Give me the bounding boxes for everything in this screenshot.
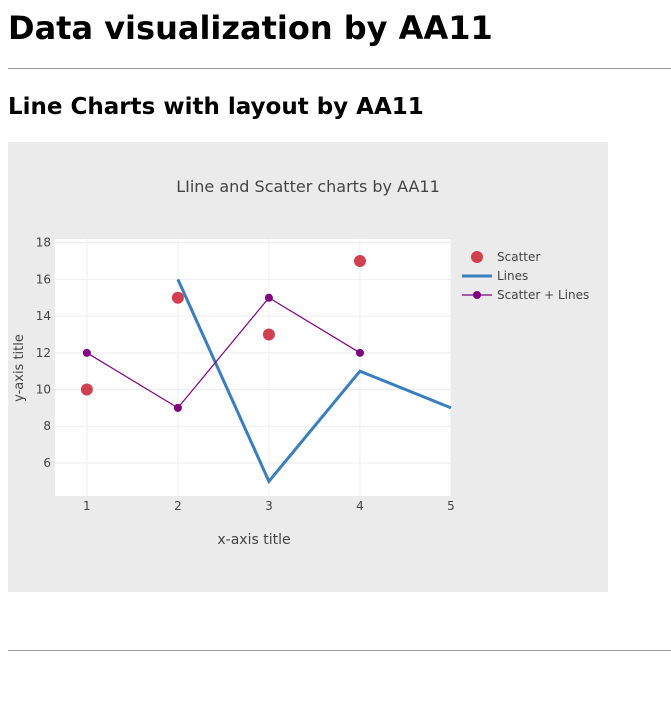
x-axis-title: x-axis title	[217, 532, 290, 548]
legend-item[interactable]: Scatter	[471, 250, 540, 264]
legend-label: Scatter	[497, 250, 540, 264]
grid	[55, 239, 452, 496]
page-title: Data visualization by AA11	[8, 9, 493, 47]
legend-swatch-marker	[471, 251, 483, 263]
x-tick-label: 5	[447, 499, 455, 513]
plot-area	[55, 239, 451, 496]
legend-swatch-marker	[473, 291, 481, 299]
data-point	[173, 403, 182, 412]
legend-item[interactable]: Lines	[462, 269, 528, 283]
legend-label: Scatter + Lines	[497, 288, 589, 302]
data-point	[171, 291, 184, 304]
data-point	[264, 293, 273, 302]
bottom-divider	[8, 650, 671, 651]
legend-label: Lines	[497, 269, 528, 283]
y-tick-label: 8	[43, 419, 51, 433]
data-point	[355, 348, 364, 357]
y-tick-label: 12	[36, 346, 51, 360]
x-tick-label: 1	[83, 499, 91, 513]
x-tick-label: 4	[356, 499, 364, 513]
series-line	[86, 296, 361, 409]
y-tick-label: 18	[36, 236, 51, 250]
legend-item[interactable]: Scatter + Lines	[462, 288, 589, 302]
section-title: Line Charts with layout by AA11	[8, 94, 424, 120]
y-tick-label: 6	[43, 456, 51, 470]
data-point	[80, 383, 93, 396]
chart-title: LIine and Scatter charts by AA11	[176, 177, 440, 196]
top-divider	[8, 68, 671, 69]
y-axis-title: y-axis title	[12, 334, 27, 402]
y-tick-label: 14	[36, 309, 51, 323]
data-point	[262, 328, 275, 341]
x-tick-label: 2	[174, 499, 182, 513]
series-0	[80, 255, 366, 396]
series-1	[176, 278, 452, 485]
y-tick-label: 16	[36, 272, 51, 286]
data-point	[82, 348, 91, 357]
series-layer	[80, 255, 452, 485]
y-tick-label: 10	[36, 383, 51, 397]
x-tick-label: 3	[265, 499, 273, 513]
chart-container[interactable]: 1 2 3 4 5 6 8 10 12 14 16 18 LIine and Scatter char…	[8, 142, 608, 592]
data-point	[353, 255, 366, 268]
series-2	[82, 293, 364, 412]
series-line	[176, 278, 452, 485]
legend[interactable]: Scatter Lines Scatter + Lines	[462, 250, 589, 302]
